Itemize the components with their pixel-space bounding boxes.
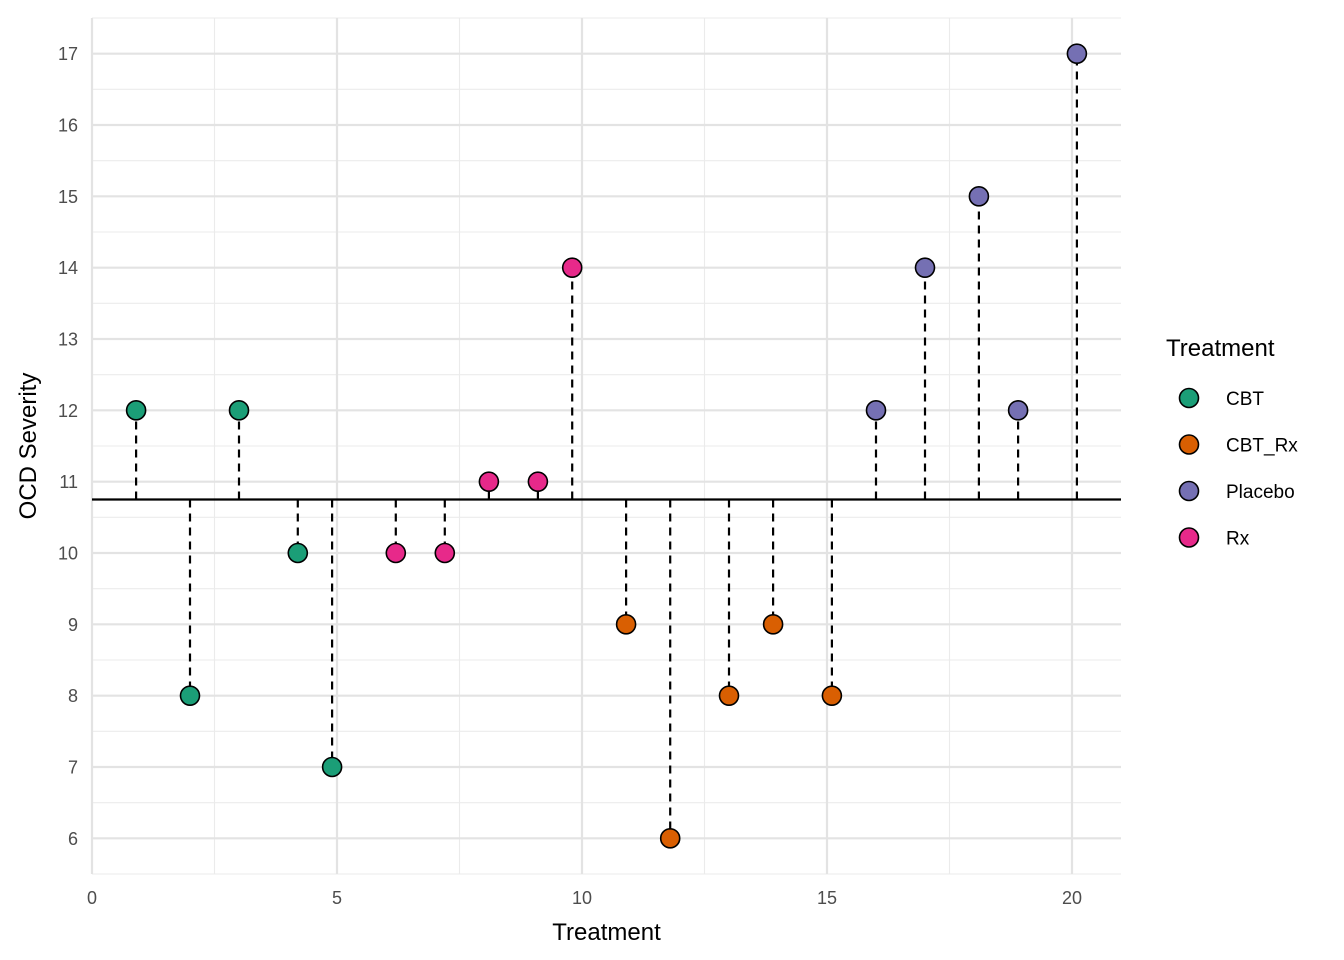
legend-label: Placebo: [1226, 482, 1295, 503]
x-tick-label: 20: [1062, 888, 1082, 908]
y-tick-label: 17: [58, 44, 78, 64]
data-point: [968, 186, 990, 207]
x-tick-label: 15: [817, 888, 837, 908]
y-tick-label: 13: [58, 330, 78, 350]
data-point: [821, 685, 843, 706]
legend-key: [1178, 480, 1200, 502]
data-point: [1066, 43, 1088, 64]
data-point: [321, 756, 343, 778]
legend: Treatment CBT CBT_Rx Placebo Rx: [1166, 335, 1298, 550]
legend-title: Treatment: [1166, 335, 1275, 362]
data-point: [287, 542, 309, 564]
data-point: [385, 542, 407, 564]
legend-label: Rx: [1226, 529, 1250, 550]
legend-label: CBT: [1226, 389, 1264, 410]
data-point: [527, 471, 549, 492]
legend-key: [1178, 527, 1200, 548]
data-point: [718, 685, 740, 706]
minor-gridlines: [92, 17, 1121, 875]
data-point: [762, 614, 784, 635]
x-tick-label: 5: [332, 888, 342, 908]
data-point: [615, 614, 637, 635]
major-gridlines: [90, 18, 1121, 874]
y-axis-title: OCD Severity: [15, 373, 42, 520]
y-tick-label: 7: [68, 758, 78, 778]
y-tick-label: 14: [58, 258, 78, 278]
y-tick-label: 12: [58, 401, 78, 421]
data-points: [125, 43, 1088, 849]
data-point: [125, 400, 147, 421]
data-point: [434, 542, 456, 564]
y-tick-label: 8: [68, 686, 78, 706]
data-point: [179, 685, 201, 706]
data-point: [914, 257, 936, 278]
x-axis-title: Treatment: [552, 919, 661, 946]
y-tick-label: 16: [58, 116, 78, 136]
data-point: [478, 471, 500, 492]
y-axis-tick-labels: 6 7 8 9 10 11 12 13 14 15 16 17: [58, 44, 78, 849]
y-tick-label: 6: [68, 829, 78, 849]
y-tick-label: 9: [68, 615, 78, 635]
x-axis-tick-labels: 0 5 10 15 20: [87, 888, 1082, 908]
data-point: [865, 400, 887, 421]
legend-items: CBT CBT_Rx Placebo Rx: [1178, 387, 1298, 550]
x-tick-label: 0: [87, 888, 97, 908]
x-tick-label: 10: [572, 888, 592, 908]
y-tick-label: 15: [58, 187, 78, 207]
y-tick-label: 10: [58, 544, 78, 564]
data-point: [228, 400, 250, 421]
data-point: [659, 828, 681, 849]
legend-key: [1178, 387, 1200, 409]
data-point: [1007, 400, 1029, 421]
data-point: [561, 257, 583, 278]
y-tick-label: 11: [59, 472, 78, 492]
legend-label: CBT_Rx: [1226, 436, 1298, 457]
legend-key: [1178, 434, 1200, 455]
